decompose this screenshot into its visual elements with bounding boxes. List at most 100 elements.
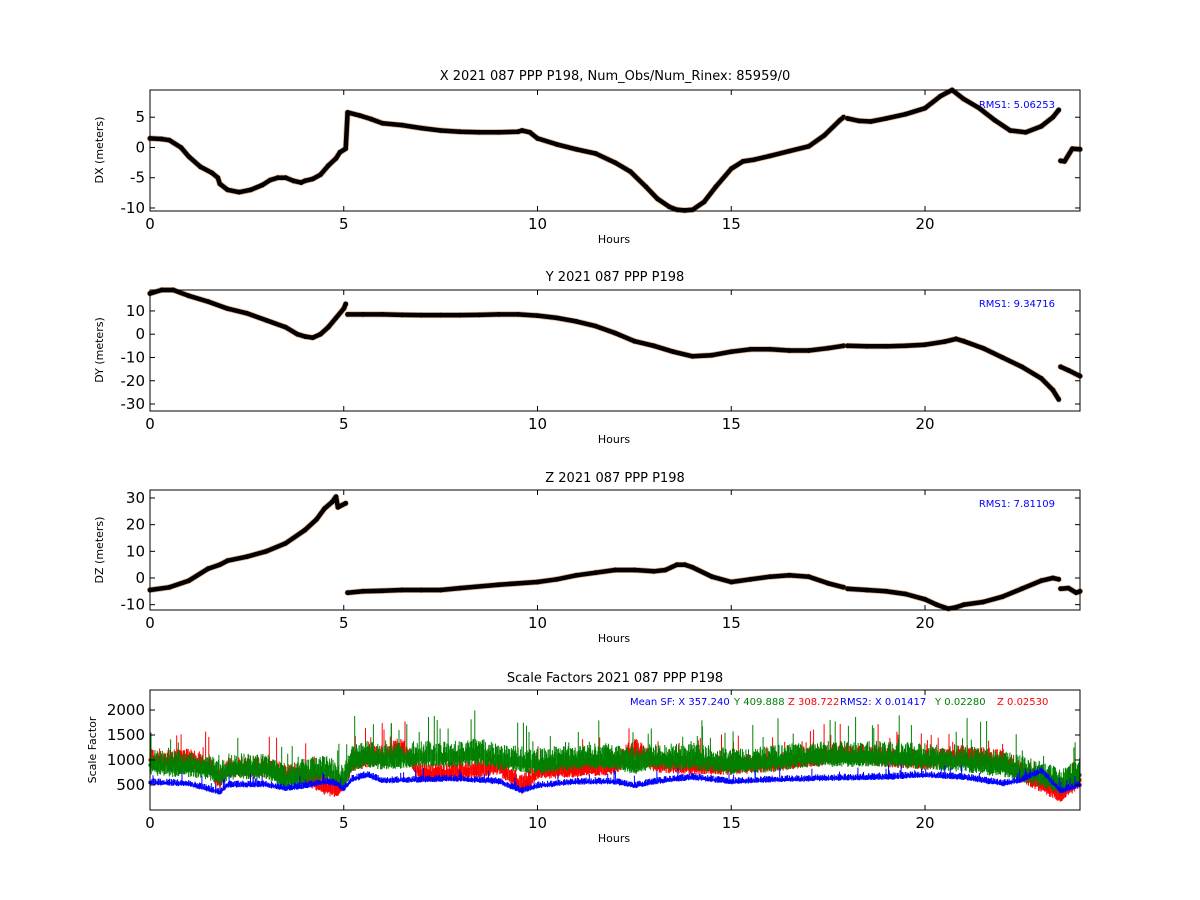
dz-series-1-point	[438, 587, 443, 593]
dx-x-tick-label: 15	[722, 215, 741, 233]
dz-series-0-point	[335, 504, 341, 510]
dx-series-0-point	[701, 199, 707, 205]
dx-series-1-point	[1050, 114, 1056, 120]
dy-series-0-point	[283, 324, 288, 330]
sf-x-tick-label: 0	[145, 814, 155, 832]
dz-series-1-point	[496, 582, 502, 588]
sf-series-y-points	[148, 710, 1082, 794]
dy-series-3-point	[1066, 367, 1071, 373]
dz-series-0-point	[186, 578, 192, 584]
dy-series-1-point	[787, 348, 792, 353]
sf-y-axis-label: Scale Factor	[86, 716, 99, 783]
dx-series-0-point	[643, 184, 649, 190]
dx-series-0-point	[283, 175, 288, 181]
dy-series-0-point	[186, 293, 192, 299]
dy-y-tick-label: 0	[135, 325, 145, 343]
dy-series-0-point	[205, 299, 211, 304]
dx-series-0-point	[209, 170, 215, 176]
dy-series-1-point	[438, 312, 443, 318]
dz-series-1-point	[682, 562, 688, 568]
dx-series-0-point	[535, 136, 540, 141]
dx-series-0-point	[167, 137, 172, 143]
dx-series-0-point	[298, 180, 304, 186]
dz-series-1-point	[380, 588, 385, 594]
dz-x-tick-label: 15	[722, 614, 741, 632]
sf-axes-frame	[149, 689, 1081, 811]
dz-series-3-point	[1073, 590, 1079, 596]
dy-series-2-point	[864, 343, 870, 349]
dy-series-1-point	[554, 315, 560, 321]
dx-series-0-point	[767, 153, 773, 159]
dy-series-1-point	[748, 346, 753, 352]
dx-series-0-point	[682, 208, 688, 213]
dx-y-tick-label: -5	[130, 169, 145, 187]
dy-series-3-point	[1058, 364, 1063, 370]
dy-series-1-point	[477, 312, 482, 318]
dx-series-0-point	[573, 146, 579, 152]
dz-series-0-point	[167, 584, 172, 590]
dx-y-tick-label: 0	[135, 138, 145, 156]
dz-panel: Z 2021 087 PPP P198 Hours DZ (meters) RM…	[93, 471, 1083, 645]
dy-series-1-point	[573, 319, 579, 324]
dy-series-1-point	[360, 312, 366, 317]
dz-series-0-point	[244, 554, 250, 560]
dy-y-tick-label: -30	[121, 395, 146, 413]
dy-series-1-point	[806, 348, 812, 353]
dy-series-2-point	[903, 343, 908, 349]
dz-series-1-point	[748, 576, 753, 582]
dz-x-axis-label: Hours	[598, 632, 630, 645]
dx-series-0-point	[337, 149, 343, 155]
dz-series-2-point	[903, 591, 908, 597]
dy-x-tick-label: 20	[915, 415, 934, 433]
dy-series-1-point	[728, 349, 734, 355]
dy-rms-annotation: RMS1: 9.34716	[979, 299, 1055, 310]
dx-series-0-point	[418, 125, 424, 131]
dx-series-0-point	[515, 129, 521, 135]
dz-series-2-point	[845, 586, 850, 592]
dx-series-2-point	[1062, 159, 1067, 164]
dy-series-2-point	[922, 342, 928, 348]
dz-series-1-point	[709, 574, 715, 580]
dx-axes-frame	[149, 89, 1081, 212]
dz-series-1-point	[825, 580, 831, 586]
dz-series-1-point	[457, 585, 463, 591]
dx-series-1-line	[845, 87, 1061, 135]
dy-series-0-point	[343, 301, 349, 307]
dz-series-0-line	[147, 494, 348, 593]
dx-series-0-point	[318, 172, 323, 178]
dx-y-tick-label: -10	[121, 199, 146, 217]
dy-panel: Y 2021 087 PPP P198 Hours DY (meters) RM…	[93, 270, 1083, 446]
dz-y-tick-label: 20	[126, 516, 145, 534]
dz-series-1-point	[593, 570, 598, 576]
dx-series-0-point	[225, 187, 230, 193]
dz-series-0-point	[283, 540, 288, 546]
dz-series-2-point	[980, 599, 986, 605]
sf-x-tick-label: 20	[915, 814, 934, 832]
dx-series-1-point	[1023, 129, 1029, 135]
dz-x-tick-label: 20	[915, 614, 934, 632]
dx-series-0-point	[217, 181, 223, 187]
dx-rms-annotation: RMS1: 5.06253	[979, 100, 1055, 111]
dx-series-0-point	[457, 129, 463, 135]
dz-series-0-point	[225, 558, 230, 564]
dx-series-0-point	[821, 133, 827, 138]
dz-series-2-point	[953, 604, 959, 610]
dz-chart-title: Z 2021 087 PPP P198	[545, 471, 685, 486]
dy-x-tick-label: 0	[145, 415, 155, 433]
dx-series-0-point	[438, 128, 443, 133]
dy-series-2-point	[980, 345, 986, 351]
scale-factor-panel: Scale Factors 2021 087 PPP P198 Hours Sc…	[86, 671, 1082, 845]
dy-series-0-point	[244, 310, 250, 316]
dx-series-1-point	[1038, 123, 1044, 129]
dz-series-1-point	[612, 567, 618, 573]
dz-series-1-point	[632, 567, 637, 573]
dy-series-1-point	[825, 345, 831, 351]
dz-y-tick-label: 30	[126, 489, 145, 507]
dx-series-0-point	[159, 136, 165, 142]
dx-series-0-point	[527, 129, 533, 135]
dx-series-0-point	[713, 184, 719, 190]
dy-series-0-point	[263, 317, 269, 323]
dx-series-0-point	[186, 154, 192, 160]
dz-series-2-point	[1050, 575, 1056, 581]
